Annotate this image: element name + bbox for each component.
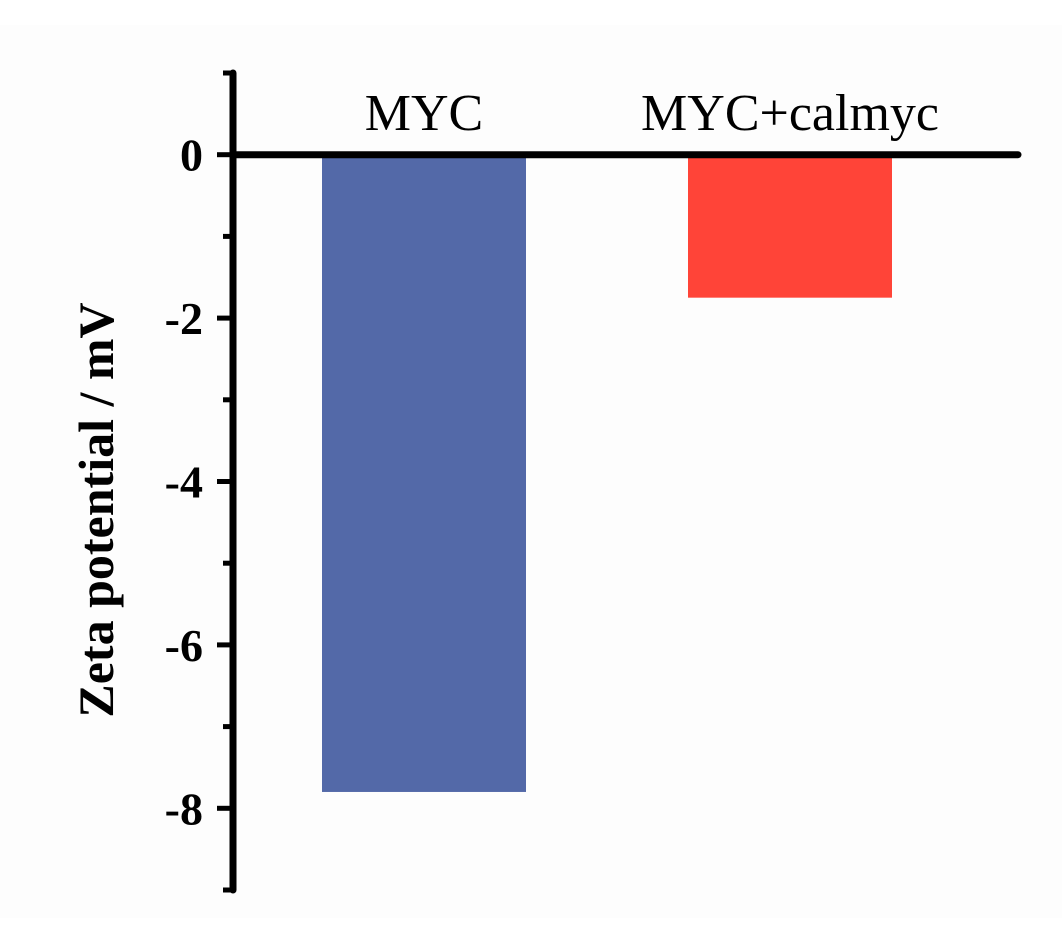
y-tick-label: 0	[180, 130, 203, 181]
y-ticks: 0 -2 -4 -6 -8	[165, 70, 233, 893]
plot-panel	[0, 25, 1062, 918]
y-tick-label: -8	[165, 783, 203, 834]
bars-layer	[322, 154, 892, 792]
y-tick-label: -4	[165, 457, 203, 508]
category-label: MYC	[365, 85, 483, 142]
category-label: MYC+calmyc	[641, 85, 939, 142]
bar-myc	[322, 154, 526, 792]
y-tick-label: -6	[165, 620, 203, 671]
bar-myc-calmyc	[688, 154, 892, 298]
y-tick-label: -2	[165, 293, 203, 344]
y-axis-title: Zeta potential / mV	[68, 302, 124, 717]
category-labels: MYC MYC+calmyc	[365, 85, 939, 142]
